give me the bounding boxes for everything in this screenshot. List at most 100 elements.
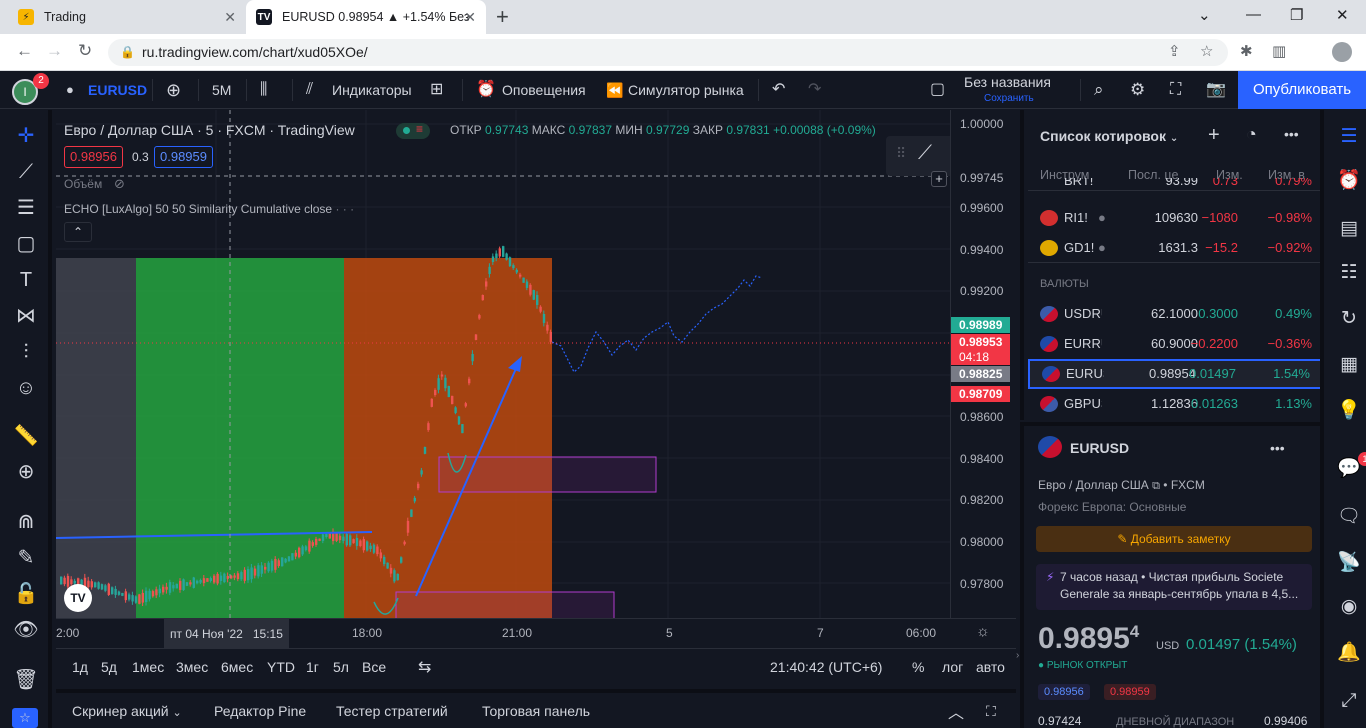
news-icon[interactable]: ▤ [1340, 218, 1358, 239]
tab-screener[interactable]: Скринер акций ⌄ [72, 703, 182, 719]
market-status-pill[interactable]: ≡ [396, 122, 430, 139]
reload-icon[interactable]: ↻ [78, 41, 93, 60]
range-5y[interactable]: 5л [333, 659, 349, 675]
time-scale[interactable]: 2:00 пт 04 Ноя '22 15:15 18:00 21:00 5 7… [56, 618, 1016, 649]
purple-box-lower[interactable] [395, 591, 615, 618]
tab-trading-panel[interactable]: Торговая панель [482, 703, 591, 719]
bell-icon[interactable]: 🔔 [1337, 642, 1361, 663]
pencil-lock-icon[interactable]: ✎ [17, 547, 35, 569]
rectangle-icon[interactable]: ▢ [16, 233, 36, 255]
add-note-button[interactable]: ✎ Добавить заметку [1036, 526, 1312, 552]
more-icon[interactable]: ••• [1270, 440, 1285, 456]
chart-pane[interactable]: Евро / Доллар США · 5 · FXCM · TradingVi… [56, 110, 950, 618]
ask-button[interactable]: 0.98959 [154, 146, 213, 168]
list-item[interactable]: RI1! ● 109630 −1080 −0.98% [1028, 203, 1324, 233]
tradingview-logo[interactable]: TV [64, 584, 92, 612]
details-category[interactable]: Форекс Европа: Основные [1038, 500, 1187, 514]
eye-crossed-icon[interactable]: ⊘ [114, 176, 125, 191]
pattern-icon[interactable]: ⋈ [16, 305, 36, 327]
ruler-icon[interactable]: 📏 [13, 425, 39, 447]
range-5d[interactable]: 5д [101, 659, 117, 675]
chart-title[interactable]: Евро / Доллар США · 5 · FXCM · TradingVi… [64, 122, 355, 138]
curve-upper[interactable] [447, 452, 467, 473]
indicator-legend[interactable]: ECHO [LuxAlgo] 50 50 Similarity Cumulati… [64, 202, 355, 216]
range-1y[interactable]: 1г [306, 659, 319, 675]
chart-canvas[interactable] [56, 110, 950, 618]
extensions-icon[interactable]: ✱ [1240, 43, 1253, 60]
star-icon[interactable]: ☆ [1200, 43, 1214, 60]
messages-icon[interactable]: 🗨 [1336, 506, 1362, 527]
auto-toggle[interactable]: авто [976, 659, 1005, 675]
chevron-right-icon[interactable]: › [1016, 650, 1020, 661]
zoom-in-icon[interactable]: ⊕ [17, 461, 35, 483]
details-symbol[interactable]: EURUSD [1070, 440, 1130, 456]
range-all[interactable]: Все [362, 659, 387, 675]
search-icon[interactable]: ⌕ [1094, 80, 1104, 99]
range-ytd[interactable]: YTD [267, 659, 295, 675]
section-currencies[interactable]: ВАЛЮТЫ [1040, 278, 1089, 290]
streams-icon[interactable]: ◉ [1340, 596, 1358, 617]
chat-icon[interactable]: 💬 [1337, 458, 1361, 479]
trend-line-icon[interactable]: ⟋ [19, 161, 33, 183]
symbol-search[interactable]: EURUSD [88, 82, 148, 98]
column-symbol[interactable]: Инструм [1040, 168, 1090, 182]
more-icon[interactable]: ••• [1284, 126, 1299, 142]
list-item[interactable]: EURRU 60.9000 −0.2200 −0.36% [1028, 329, 1324, 359]
magnet-icon[interactable]: ⋒ [17, 511, 35, 533]
news-item[interactable]: ⚡ 7 часов назад • Чистая прибыль Societe… [1036, 564, 1312, 610]
fullscreen-icon[interactable]: ⛶ [1170, 81, 1182, 98]
clock[interactable]: 21:40:42 (UTC+6) [770, 659, 883, 675]
column-change[interactable]: Изм. [1216, 168, 1243, 182]
orange-zone[interactable] [344, 258, 552, 618]
hotlist-icon[interactable]: ↻ [1341, 308, 1357, 329]
new-tab-button[interactable]: + [496, 4, 509, 29]
drag-handle-icon[interactable]: ⠿ [896, 145, 907, 161]
expand-icon[interactable]: ⤢ [1341, 690, 1357, 711]
date-range-icon[interactable]: ⇆ [418, 659, 432, 676]
text-icon[interactable]: T [19, 269, 33, 291]
trash-icon[interactable]: 🗑 [13, 669, 39, 691]
watchlist-icon[interactable]: ☰ [1340, 126, 1358, 147]
maximize-panel-icon[interactable]: ⛶ [986, 703, 996, 719]
browser-tab-trading[interactable]: ⚡ Trading ✕ [8, 0, 246, 34]
broadcast-icon[interactable]: 📡 [1337, 552, 1361, 573]
volume-label[interactable]: Объём [64, 177, 103, 191]
prediction-icon[interactable]: ⫶ [23, 341, 29, 363]
maximize-button[interactable]: ❐ [1290, 7, 1304, 24]
details-ask[interactable]: 0.98959 [1104, 684, 1156, 700]
eye-icon[interactable]: 👁 [13, 619, 39, 641]
arrow-line[interactable] [415, 363, 519, 597]
range-1m[interactable]: 1мес [132, 659, 165, 675]
curve-lower[interactable] [373, 597, 399, 615]
watchlist-title[interactable]: Список котировок ⌄ [1040, 128, 1179, 144]
range-3m[interactable]: 3мес [176, 659, 209, 675]
indicators-button[interactable]: Индикаторы [332, 82, 412, 98]
trend-brush-icon[interactable]: ⟋ [918, 142, 932, 164]
close-tab-icon[interactable]: ✕ [224, 9, 236, 25]
back-icon[interactable]: ← [16, 41, 33, 60]
close-tab-icon[interactable]: ✕ [464, 9, 476, 25]
horizontal-trendline[interactable] [56, 531, 373, 539]
close-window-button[interactable]: ✕ [1336, 7, 1349, 24]
layout-name[interactable]: Без названия [964, 74, 1051, 90]
templates-icon[interactable]: ⊞ [430, 81, 444, 98]
undo-icon[interactable]: ↶ [772, 81, 786, 98]
tab-pine-editor[interactable]: Редактор Pine [214, 703, 307, 719]
collapse-legend-button[interactable]: ⌃ [64, 222, 92, 242]
column-last[interactable]: Посл. це [1128, 168, 1179, 182]
percent-toggle[interactable]: % [912, 659, 925, 675]
minimize-button[interactable]: — [1246, 6, 1261, 23]
ideas-icon[interactable]: 💡 [1337, 400, 1361, 421]
bid-button[interactable]: 0.98956 [64, 146, 123, 168]
gear-icon[interactable]: ☼ [976, 623, 990, 640]
details-bid[interactable]: 0.98956 [1038, 684, 1090, 700]
url-field[interactable]: 🔒 ru.tradingview.com/chart/xud05XOe/ [108, 39, 1228, 66]
range-1d[interactable]: 1д [72, 659, 88, 675]
add-alert-plus-icon[interactable]: + [931, 171, 947, 187]
crosshair-icon[interactable]: ✛ [17, 125, 35, 147]
log-toggle[interactable]: лог [942, 659, 964, 675]
gear-icon[interactable]: ⚙ [1130, 80, 1146, 99]
publish-button[interactable]: Опубликовать [1238, 71, 1366, 109]
share-icon[interactable]: ⇪ [1168, 43, 1181, 60]
redo-icon[interactable]: ↷ [808, 81, 822, 98]
